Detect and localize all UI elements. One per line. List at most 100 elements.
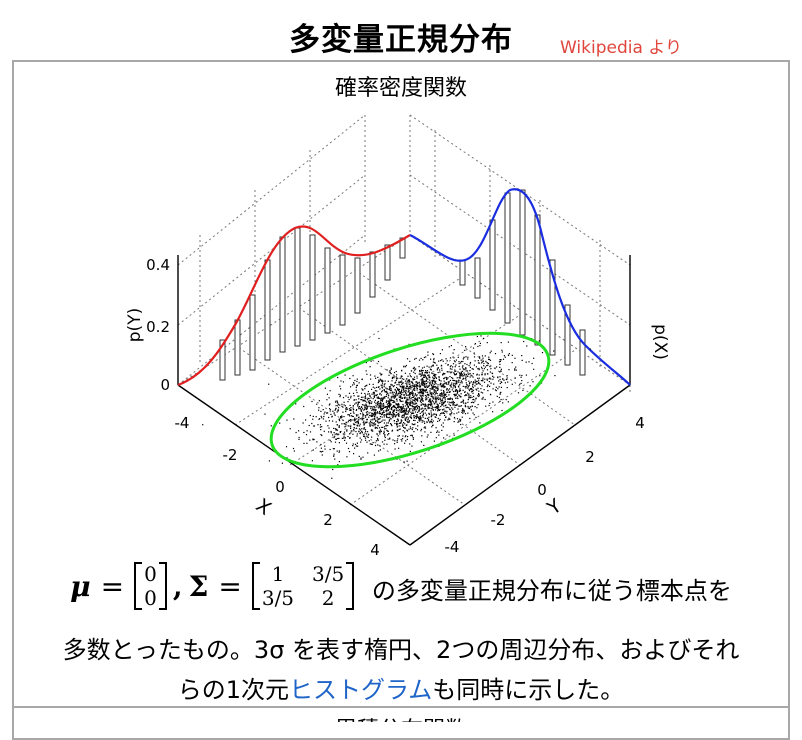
scatter-point: [426, 378, 428, 380]
scatter-point: [406, 384, 408, 386]
scatter-point: [443, 383, 445, 385]
scatter-point: [541, 352, 544, 354]
scatter-point: [373, 454, 375, 456]
scatter-point: [429, 392, 431, 394]
scatter-point: [445, 416, 447, 418]
scatter-point: [373, 393, 375, 395]
scatter-point: [480, 388, 482, 390]
scatter-point: [589, 348, 591, 350]
scatter-point: [417, 385, 419, 387]
scatter-point: [423, 421, 425, 423]
scatter-point: [351, 430, 353, 432]
scatter-point: [478, 383, 480, 385]
scatter-point: [344, 433, 346, 435]
scatter-point: [373, 406, 375, 408]
scatter-point: [466, 394, 468, 396]
scatter-point: [465, 394, 467, 396]
scatter-point: [413, 419, 415, 421]
scatter-point: [453, 379, 455, 382]
scatter-point: [420, 428, 423, 430]
scatter-point: [377, 402, 379, 404]
scatter-point: [413, 399, 415, 401]
scatter-point: [377, 439, 379, 442]
scatter-point: [364, 422, 366, 424]
scatter-point: [324, 387, 326, 389]
scatter-point: [468, 373, 470, 375]
scatter-point: [387, 409, 390, 411]
scatter-point: [399, 428, 401, 430]
scatter-point: [370, 407, 372, 410]
scatter-point: [393, 391, 395, 394]
scatter-point: [357, 422, 359, 424]
scatter-point: [553, 350, 555, 352]
scatter-point: [392, 409, 394, 411]
scatter-point: [447, 401, 449, 403]
scatter-point: [407, 405, 409, 407]
section-divider: [12, 706, 790, 708]
z-tick-label: 0: [160, 376, 170, 394]
scatter-point: [370, 429, 372, 431]
scatter-point: [361, 399, 363, 401]
scatter-point: [467, 407, 469, 409]
scatter-point: [345, 408, 347, 410]
scatter-point: [416, 394, 418, 396]
scatter-point: [371, 443, 373, 446]
scatter-point: [420, 370, 422, 372]
scatter-point: [344, 426, 346, 428]
scatter-point: [352, 375, 354, 377]
scatter-point: [355, 402, 357, 404]
scatter-point: [402, 388, 404, 390]
scatter-point: [396, 441, 398, 443]
scatter-point: [364, 432, 366, 434]
scatter-point: [442, 422, 444, 424]
scatter-point: [336, 424, 338, 426]
scatter-point: [394, 448, 396, 450]
scatter-point: [437, 389, 439, 391]
scatter-point: [394, 409, 396, 411]
scatter-point: [360, 396, 363, 398]
scatter-point: [425, 356, 427, 358]
scatter-point: [389, 411, 391, 413]
scatter-point: [406, 430, 409, 432]
y-tick-label: 2: [585, 448, 595, 466]
scatter-point: [442, 412, 444, 414]
scatter-point: [450, 345, 452, 347]
scatter-point: [415, 386, 417, 388]
scatter-point: [435, 414, 438, 416]
scatter-point: [410, 408, 412, 410]
scatter-point: [514, 377, 516, 379]
scatter-point: [375, 419, 377, 422]
scatter-point: [426, 391, 428, 393]
scatter-point: [393, 397, 395, 399]
scatter-point: [417, 397, 419, 399]
scatter-point: [432, 409, 434, 411]
scatter-point: [452, 377, 454, 379]
scatter-point: [320, 434, 322, 436]
scatter-point: [464, 368, 466, 370]
scatter-point: [403, 396, 406, 398]
scatter-point: [397, 404, 399, 406]
scatter-point: [414, 401, 416, 403]
scatter-point: [457, 397, 459, 400]
scatter-point: [357, 405, 359, 407]
scatter-point: [340, 416, 342, 418]
histogram-link[interactable]: ヒストグラム: [289, 676, 433, 704]
scatter-point: [465, 406, 467, 408]
scatter-point: [383, 443, 385, 445]
scatter-point: [458, 420, 460, 422]
scatter-point: [412, 392, 414, 394]
scatter-point: [363, 417, 365, 419]
scatter-point: [413, 415, 415, 417]
scatter-point: [392, 386, 394, 388]
scatter-point: [410, 388, 412, 390]
scatter-point: [408, 387, 410, 389]
scatter-point: [454, 387, 456, 389]
scatter-point: [461, 366, 464, 368]
scatter-point: [355, 421, 357, 423]
scatter-point: [398, 388, 400, 390]
scatter-point: [419, 412, 421, 414]
scatter-point: [452, 401, 454, 403]
scatter-point: [416, 395, 418, 397]
scatter-point: [454, 390, 456, 392]
scatter-point: [362, 415, 364, 417]
